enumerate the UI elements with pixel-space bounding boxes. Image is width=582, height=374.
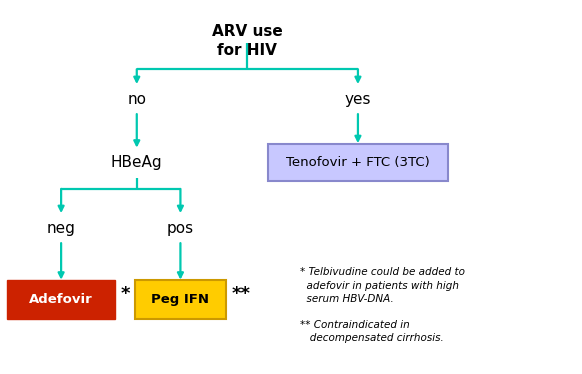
Text: **: ** (231, 285, 250, 303)
FancyBboxPatch shape (7, 280, 115, 319)
Text: no: no (127, 92, 146, 107)
Text: ** Contraindicated in
   decompensated cirrhosis.: ** Contraindicated in decompensated cirr… (300, 320, 443, 343)
FancyBboxPatch shape (135, 280, 225, 319)
Text: *: * (121, 285, 130, 303)
Text: * Telbivudine could be added to
  adefovir in patients with high
  serum HBV-DNA: * Telbivudine could be added to adefovir… (300, 267, 465, 304)
Text: pos: pos (167, 221, 194, 236)
Text: Tenofovir + FTC (3TC): Tenofovir + FTC (3TC) (286, 156, 430, 169)
Text: ARV use
for HIV: ARV use for HIV (212, 24, 283, 58)
FancyBboxPatch shape (268, 144, 448, 181)
Text: neg: neg (47, 221, 76, 236)
Text: Adefovir: Adefovir (29, 293, 93, 306)
Text: yes: yes (345, 92, 371, 107)
Text: HBeAg: HBeAg (111, 155, 162, 170)
Text: Peg IFN: Peg IFN (151, 293, 210, 306)
